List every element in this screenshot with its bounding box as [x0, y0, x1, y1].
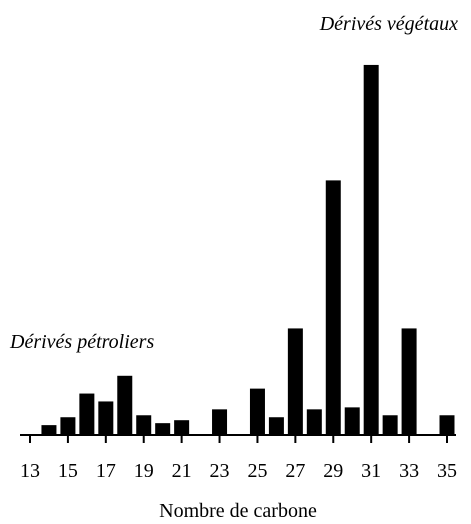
x-tick-label: 17	[96, 460, 116, 482]
x-tick-label: 33	[399, 460, 419, 482]
bar	[60, 417, 76, 435]
bar	[174, 420, 190, 435]
bar	[439, 415, 455, 435]
bar	[249, 388, 265, 435]
annotation: Dérivés pétroliers	[9, 331, 154, 353]
bar	[382, 415, 398, 435]
bar	[117, 375, 133, 435]
bar	[268, 417, 284, 435]
x-tick-label: 27	[285, 460, 305, 482]
x-tick-label: 23	[210, 460, 230, 482]
x-axis-label: Nombre de carbone	[159, 500, 317, 522]
x-tick-label: 31	[361, 460, 381, 482]
x-tick-label: 25	[247, 460, 267, 482]
bar	[212, 409, 228, 435]
bar	[155, 423, 171, 435]
bar	[325, 180, 341, 435]
x-tick-label: 15	[58, 460, 78, 482]
bar	[79, 393, 95, 435]
x-tick-label: 35	[437, 460, 457, 482]
bar	[136, 415, 152, 435]
bar	[306, 409, 322, 435]
x-tick-label: 19	[134, 460, 154, 482]
bar	[363, 64, 379, 436]
x-tick-label: 21	[172, 460, 192, 482]
bar	[41, 425, 57, 435]
x-tick-label: 29	[323, 460, 343, 482]
x-tick-label: 13	[20, 460, 40, 482]
annotation: Dérivés végétaux	[319, 13, 458, 35]
bar	[344, 407, 360, 435]
bar	[98, 401, 114, 435]
bar	[287, 328, 303, 435]
bar	[401, 328, 417, 435]
